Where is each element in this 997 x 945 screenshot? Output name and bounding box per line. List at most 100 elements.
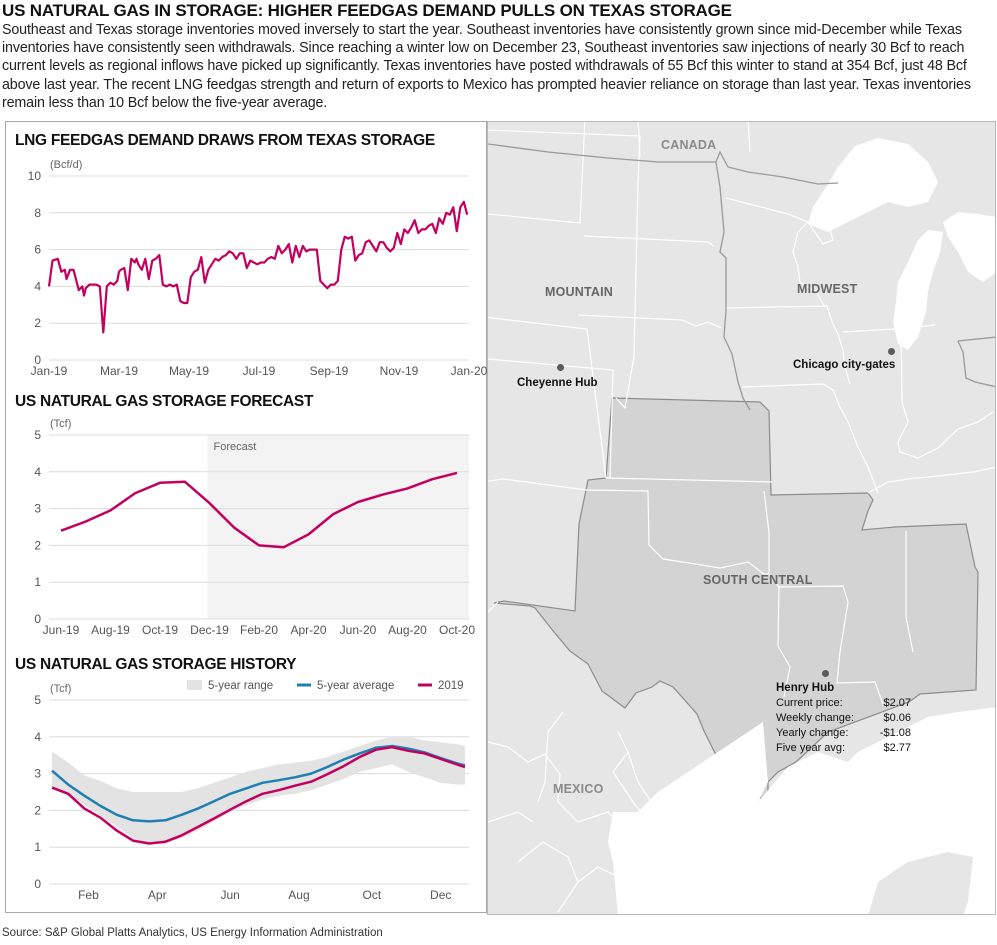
x-tick-label: Feb <box>78 888 99 902</box>
region-label-mexico: MEXICO <box>553 782 604 796</box>
source-note: Source: S&P Global Platts Analytics, US … <box>2 927 383 939</box>
x-tick-label: Mar-19 <box>100 364 138 378</box>
henry-hub-row: Five year avg: $2.77 <box>776 741 911 756</box>
region-border <box>957 340 995 388</box>
henry-hub-marker[interactable] <box>822 670 829 677</box>
series-area-5-year-range <box>52 736 465 844</box>
intro-paragraph: Southeast and Texas storage inventories … <box>2 22 971 111</box>
legend: 5-year range 5-year average 2019 <box>187 680 464 692</box>
state-border <box>897 323 994 459</box>
lake-superior <box>808 138 938 232</box>
cheyenne-hub-marker[interactable] <box>557 364 564 371</box>
region-border <box>957 336 995 342</box>
henry-hub-title: Henry Hub <box>776 682 835 694</box>
y-unit-label: (Bcf/d) <box>50 159 82 171</box>
henry-hub-row: Yearly change: -$1.08 <box>776 726 911 741</box>
y-tick-label: 1 <box>34 840 41 854</box>
x-tick-label: Sep-19 <box>310 364 349 378</box>
storage-history-chart: (Tcf) 0 1 2 3 4 5 Feb Apr Jun Aug Oct Dec 5-year r… <box>34 680 469 902</box>
mexico-state-border <box>612 731 649 823</box>
x-tick-label: Jul-19 <box>243 364 276 378</box>
y-tick-label: 0 <box>34 353 41 367</box>
state-border <box>488 478 587 491</box>
mexico-state-border <box>517 841 579 913</box>
lake-michigan <box>893 230 943 350</box>
chicago-city-gates-label: Chicago city-gates <box>793 359 896 371</box>
series-line-2019 <box>51 745 466 845</box>
y-tick-label: 2 <box>34 803 41 817</box>
state-border <box>585 489 769 575</box>
page-title: US NATURAL GAS IN STORAGE: HIGHER FEEDGA… <box>2 1 732 20</box>
state-border <box>583 235 715 247</box>
y-tick-label: 4 <box>34 279 41 293</box>
y-tick-label: 1 <box>34 575 41 589</box>
chicago-city-gates-marker[interactable] <box>888 348 895 355</box>
state-border <box>637 122 641 158</box>
cheyenne-hub-label: Cheyenne Hub <box>517 377 598 389</box>
henry-hub-row-value: $2.77 <box>883 742 911 754</box>
henry-hub-row-label: Weekly change: <box>776 712 855 724</box>
henry-hub-row-label: Current price: <box>776 697 843 709</box>
x-ticks: Jan-19 Mar-19 May-19 Jul-19 Sep-19 Nov-19 Jan-… <box>31 364 488 378</box>
x-tick-label: Apr <box>148 888 167 902</box>
forecast-shade <box>207 435 469 619</box>
x-tick-label: Oct-19 <box>142 623 178 637</box>
y-tick-label: 10 <box>28 169 42 183</box>
state-border <box>488 122 586 224</box>
region-label-mountain: MOUNTAIN <box>545 285 614 299</box>
y-tick-label: 0 <box>34 612 41 626</box>
y-unit-label: (Tcf) <box>50 418 71 430</box>
x-ticks: Jun-19 Aug-19 Oct-19 Dec-19 Feb-20 Apr-20 Jun-… <box>43 623 476 637</box>
mexico-state-border <box>488 811 534 823</box>
region-label-canada: CANADA <box>661 138 717 152</box>
y-tick-label: 4 <box>34 465 41 479</box>
y-tick-label: 6 <box>34 243 41 257</box>
y-tick-label: 5 <box>34 693 41 707</box>
legend-label-2019: 2019 <box>438 680 464 692</box>
legend-label-5-year-average: 5-year average <box>317 680 394 692</box>
x-tick-label: Nov-19 <box>380 364 419 378</box>
state-border <box>577 314 722 329</box>
y-tick-label: 5 <box>34 428 41 442</box>
x-tick-label: Aug <box>288 888 309 902</box>
chart-title-lng-feedgas: LNG FEEDGAS DEMAND DRAWS FROM TEXAS STOR… <box>15 132 435 149</box>
legend-swatch-5-year-range <box>187 680 202 690</box>
region-label-south-central: SOUTH CENTRAL <box>703 573 813 587</box>
x-tick-label: Dec-19 <box>190 623 229 637</box>
y-tick-label: 0 <box>34 877 41 891</box>
legend-label-5-year-range: 5-year range <box>208 680 273 692</box>
us-canada-border <box>488 143 839 185</box>
chart-title-storage-forecast: US NATURAL GAS STORAGE FORECAST <box>15 393 314 410</box>
henry-hub-info: Henry Hub Current price: $2.07 Weekly cha… <box>776 681 911 756</box>
x-tick-label: Jun-20 <box>340 623 377 637</box>
yucatan <box>868 852 973 914</box>
forecast-annotation: Forecast <box>214 441 257 453</box>
state-border <box>867 466 995 494</box>
henry-hub-row-value: -$1.08 <box>879 727 911 739</box>
henry-hub-row-value: $2.07 <box>883 697 911 709</box>
y-tick-label: 4 <box>34 730 41 744</box>
y-tick-label: 8 <box>34 206 41 220</box>
state-border <box>747 122 751 153</box>
henry-hub-row-value: $0.06 <box>883 712 911 724</box>
us-regional-map: CANADA MOUNTAIN MIDWEST SOUTH CENTRAL ME… <box>487 121 996 915</box>
y-ticks: 0 1 2 3 4 5 <box>34 428 41 626</box>
x-tick-label: Aug-19 <box>91 623 130 637</box>
y-tick-label: 3 <box>34 502 41 516</box>
henry-hub-row-label: Yearly change: <box>776 727 849 739</box>
gridlines <box>49 175 469 361</box>
x-tick-label: Oct <box>363 888 382 902</box>
state-border <box>488 316 607 479</box>
x-ticks: Feb Apr Jun Aug Oct Dec <box>78 888 451 902</box>
region-border <box>715 161 751 411</box>
y-tick-label: 2 <box>34 538 41 552</box>
mexico-state-border <box>537 711 564 803</box>
x-tick-label: Jun <box>220 888 239 902</box>
state-border <box>905 531 914 653</box>
y-tick-label: 3 <box>34 767 41 781</box>
map-svg <box>488 122 995 914</box>
state-border <box>741 383 879 494</box>
state-border <box>777 585 884 705</box>
state-border <box>488 358 614 479</box>
